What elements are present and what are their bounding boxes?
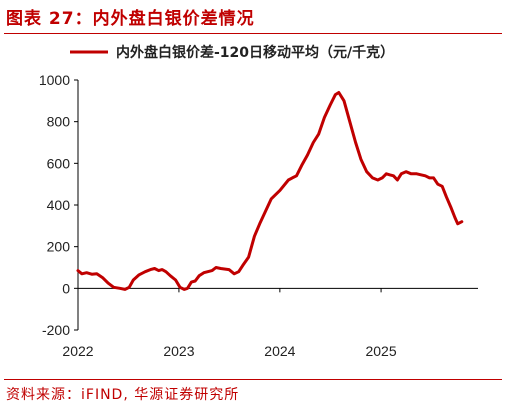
legend-entry: 内外盘白银价差-120日移动平均（元/千克） (116, 44, 394, 61)
chart-canvas: 内外盘白银价差-120日移动平均（元/千克） 1000 800 600 400 200 0… (39, 44, 478, 359)
y-tick-label: 400 (47, 197, 71, 213)
x-tick-label: 2022 (62, 343, 93, 359)
x-tick-label: 2023 (163, 343, 194, 359)
y-tick-label: -200 (42, 322, 70, 338)
legend: 内外盘白银价差-120日移动平均（元/千克） (70, 44, 394, 61)
header-rule (4, 33, 502, 34)
chart-title: 图表 27：内外盘白银价差情况 (6, 9, 255, 29)
axes (74, 79, 478, 331)
series-line (76, 91, 464, 291)
x-tick-label: 2024 (264, 343, 295, 359)
y-tick-label: 0 (62, 280, 70, 296)
y-tick-label: 1000 (39, 72, 70, 88)
plot-area (76, 91, 464, 291)
footer-rule (4, 379, 502, 380)
y-tick-label: 800 (47, 114, 71, 130)
x-tick-label: 2025 (365, 343, 396, 359)
y-tick-label: 200 (47, 239, 71, 255)
tick-labels: 1000 800 600 400 200 0 -200 2022 2023 2024 2025 (39, 72, 397, 359)
source-note: 资料来源：iFIND, 华源证券研究所 (6, 387, 240, 403)
y-tick-label: 600 (47, 155, 71, 171)
